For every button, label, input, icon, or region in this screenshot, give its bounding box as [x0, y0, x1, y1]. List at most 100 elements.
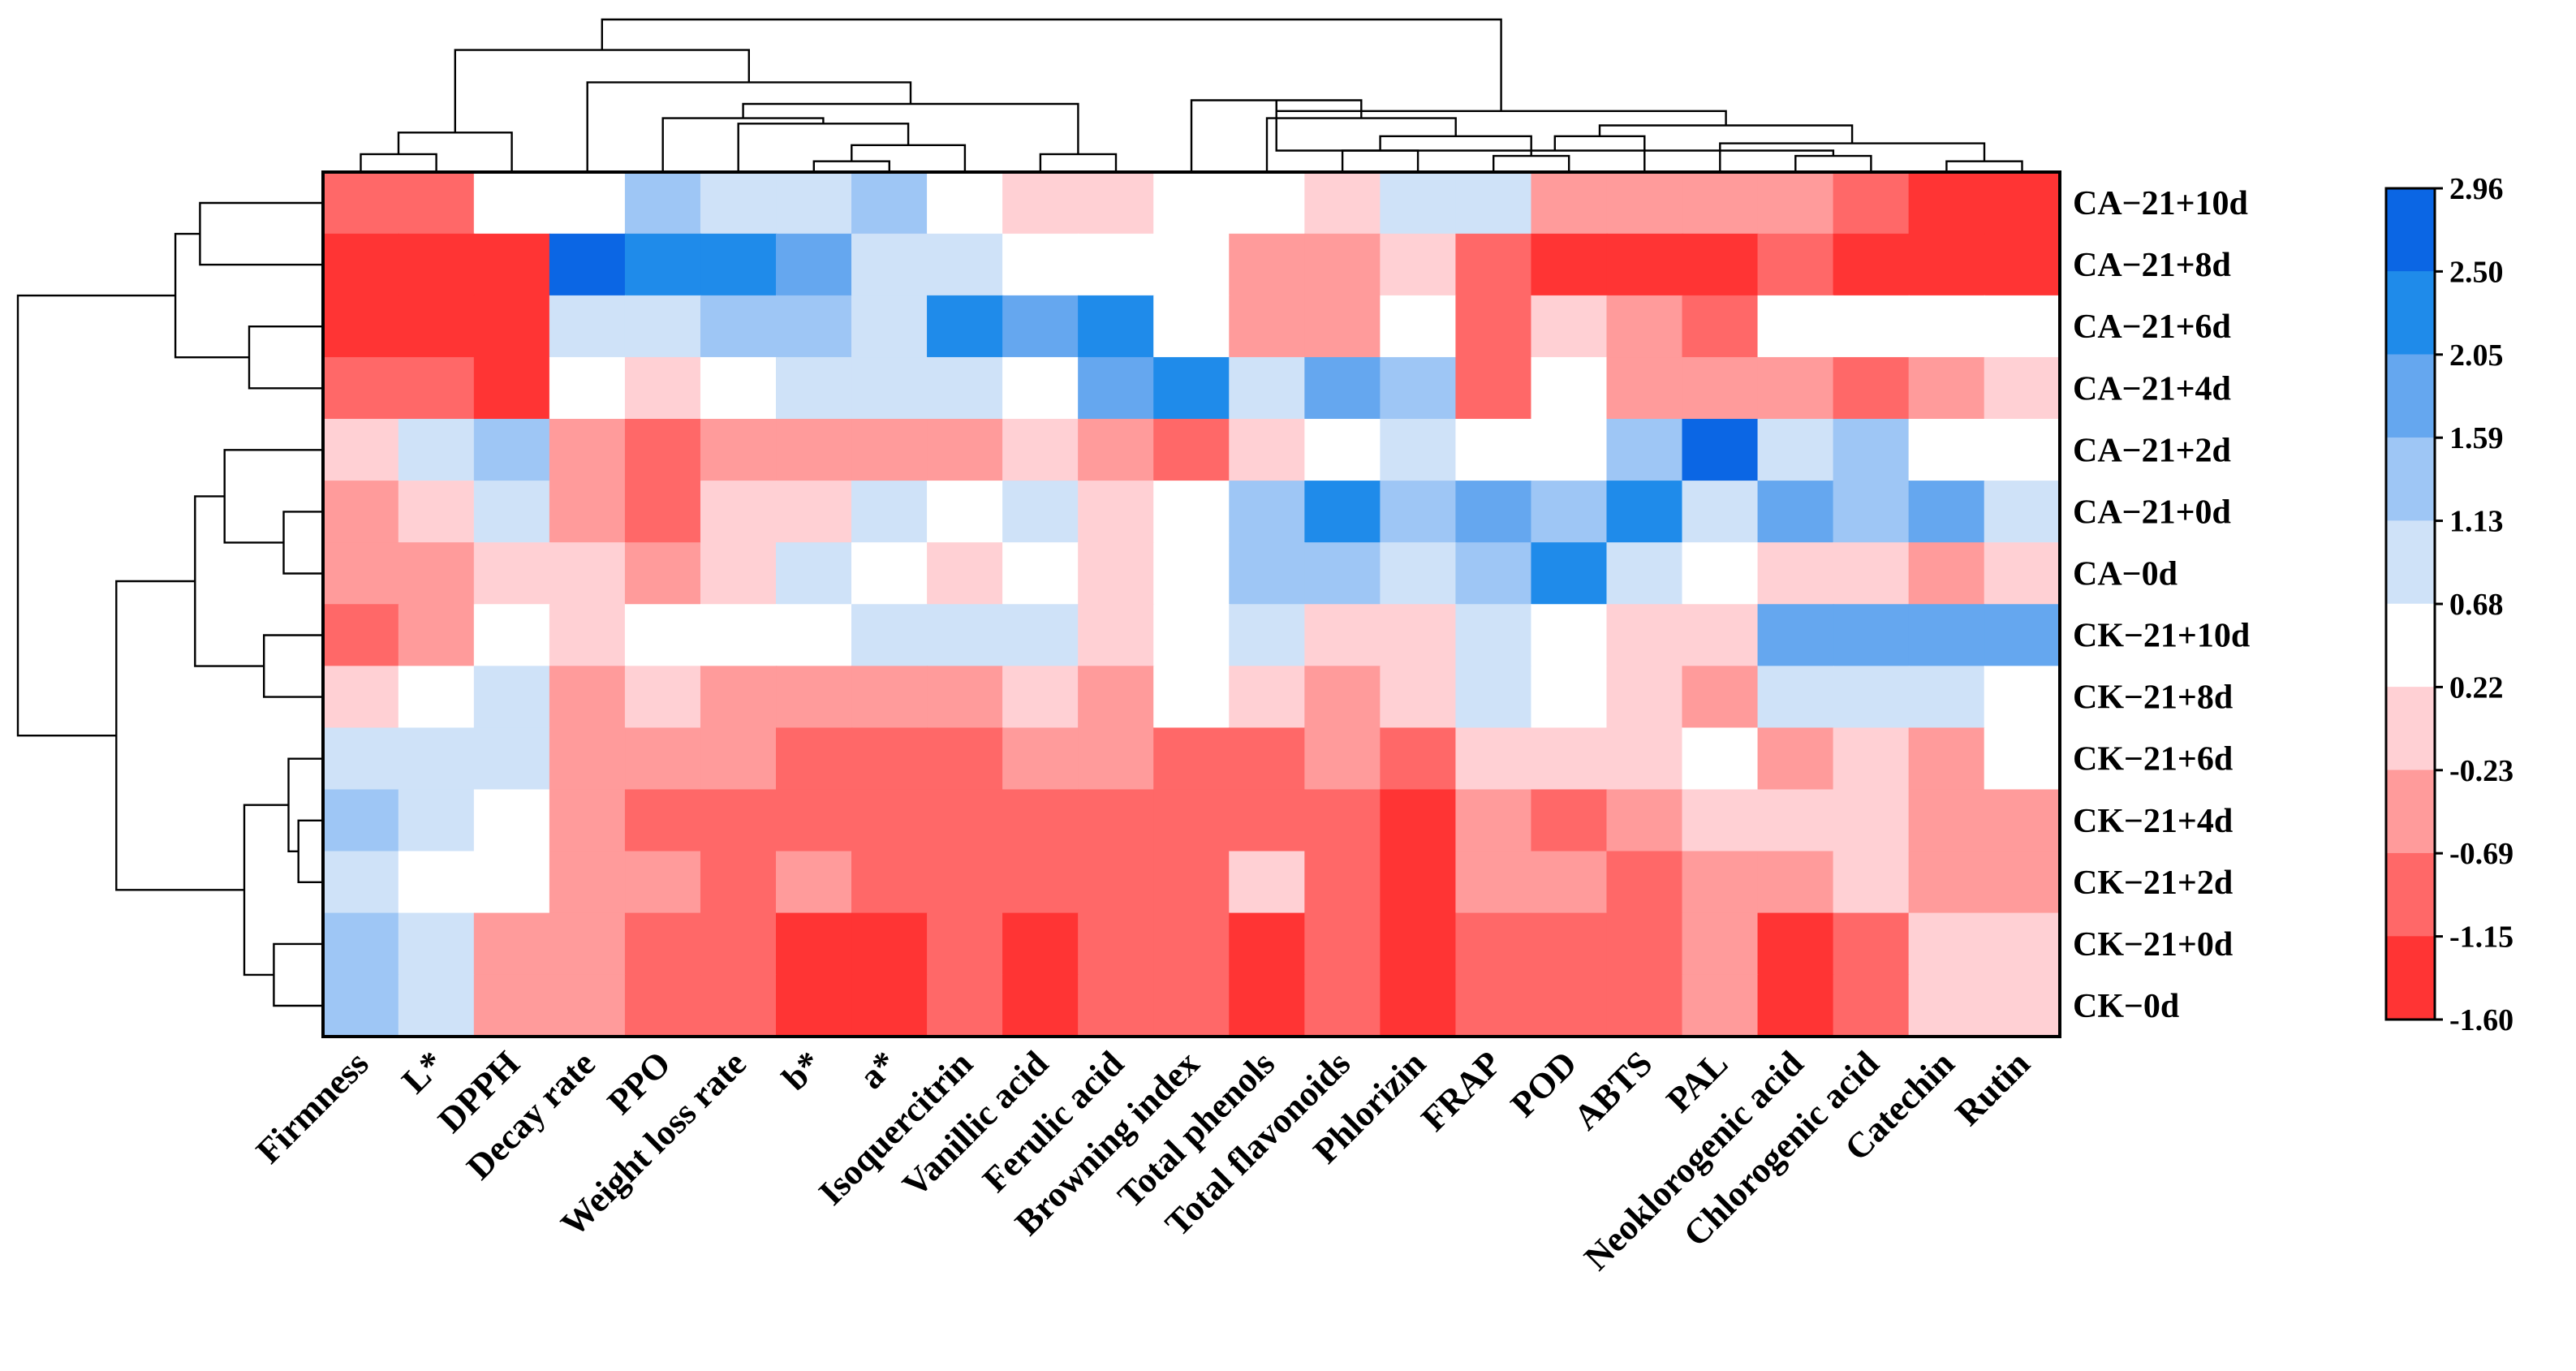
heatmap-cell — [1229, 666, 1306, 729]
colorbar-swatch — [2385, 852, 2436, 938]
heatmap-cell — [1833, 356, 1910, 420]
heatmap-cell — [624, 171, 702, 235]
heatmap-cell — [1908, 481, 1985, 544]
heatmap-cell — [1606, 233, 1683, 296]
heatmap-cell — [1908, 789, 1985, 852]
heatmap-cell — [1984, 356, 2061, 420]
column-dendrogram-link — [851, 144, 967, 172]
heatmap-cell — [1606, 542, 1683, 606]
colorbar-swatch — [2385, 687, 2436, 771]
heatmap-cell — [549, 666, 627, 729]
heatmap-cell — [776, 974, 853, 1037]
heatmap-cell — [1682, 789, 1759, 852]
heatmap-cell — [1304, 666, 1381, 729]
heatmap-cell — [549, 542, 627, 606]
heatmap-cell — [1455, 171, 1532, 235]
heatmap-cell — [1606, 727, 1683, 791]
row-dendrogram-link — [199, 201, 323, 266]
heatmap-cell — [776, 233, 853, 296]
heatmap-cell — [473, 481, 550, 544]
row-label: CK−0d — [2073, 988, 2179, 1025]
heatmap-cell — [1455, 419, 1532, 482]
heatmap-cell — [927, 666, 1004, 729]
heatmap-cell — [1908, 295, 1985, 359]
heatmap-cell — [851, 419, 928, 482]
heatmap-cell — [1984, 974, 2061, 1037]
row-dendrogram-link — [16, 294, 176, 737]
heatmap-cell — [1455, 912, 1532, 976]
heatmap-cell — [1078, 481, 1155, 544]
heatmap-cell — [549, 789, 627, 852]
heatmap-cell — [851, 233, 928, 296]
heatmap-cell — [624, 419, 702, 482]
heatmap-cell — [1078, 851, 1155, 914]
row-label: CK−21+4d — [2073, 803, 2233, 840]
heatmap-cell — [398, 666, 475, 729]
heatmap-cell — [1002, 604, 1079, 667]
heatmap-cell — [1380, 912, 1457, 976]
heatmap-cell — [1002, 912, 1079, 976]
heatmap-cell — [1455, 789, 1532, 852]
row-dendrogram-link — [273, 942, 323, 1007]
heatmap-cell — [1606, 295, 1683, 359]
heatmap-cell — [624, 974, 702, 1037]
heatmap-cell — [473, 974, 550, 1037]
heatmap-cell — [700, 419, 778, 482]
heatmap-cell — [1229, 974, 1306, 1037]
heatmap-cell — [1455, 727, 1532, 791]
heatmap-cell — [851, 171, 928, 235]
heatmap-cell — [549, 171, 627, 235]
heatmap-cell — [1229, 851, 1306, 914]
heatmap-cell — [1304, 171, 1381, 235]
column-dendrogram-link — [742, 102, 1079, 154]
heatmap-cell — [1757, 419, 1834, 482]
heatmap-cell — [1153, 171, 1230, 235]
heatmap-cell — [398, 789, 475, 852]
heatmap-cell — [398, 233, 475, 296]
heatmap-cell — [700, 789, 778, 852]
heatmap-cell — [1153, 974, 1230, 1037]
colorbar-tick-label: -0.69 — [2449, 837, 2514, 871]
heatmap-cell — [1455, 481, 1532, 544]
heatmap-cell — [1455, 604, 1532, 667]
heatmap-cell — [322, 171, 399, 235]
heatmap-cell — [1002, 542, 1079, 606]
heatmap-cell — [1002, 419, 1079, 482]
row-dendrogram — [16, 201, 323, 1007]
heatmap-cell — [1229, 727, 1306, 791]
heatmap-cell — [624, 356, 702, 420]
heatmap-cell — [1833, 419, 1910, 482]
heatmap-cell — [1984, 727, 2061, 791]
heatmap-cell — [1757, 295, 1834, 359]
heatmap-cell — [473, 419, 550, 482]
heatmap-cell — [1757, 851, 1834, 914]
heatmap-cell — [776, 419, 853, 482]
row-label: CK−21+6d — [2073, 741, 2233, 778]
heatmap-cell — [1984, 789, 2061, 852]
colorbar-swatch — [2385, 437, 2436, 522]
heatmap-cell — [1531, 233, 1608, 296]
heatmap-cell — [473, 542, 550, 606]
heatmap-cell — [1304, 974, 1381, 1037]
heatmap-cell — [322, 666, 399, 729]
row-label: CK−21+10d — [2073, 618, 2250, 655]
heatmap-cell — [851, 481, 928, 544]
heatmap-cell — [1606, 912, 1683, 976]
heatmap-cell — [927, 789, 1004, 852]
heatmap-cell — [1682, 912, 1759, 976]
heatmap-cell — [851, 604, 928, 667]
heatmap-cell — [1984, 481, 2061, 544]
heatmap-cell — [1380, 356, 1457, 420]
heatmap-cell — [1229, 233, 1306, 296]
heatmap-cell — [322, 481, 399, 544]
column-label: ABTS — [1566, 1043, 1660, 1137]
heatmap-cell — [851, 295, 928, 359]
heatmap-cell — [549, 912, 627, 976]
row-labels: CA−21+10d CA−21+8d CA−21+6d CA−21+4d CA−21+2… — [2073, 185, 2250, 1025]
heatmap-cell — [1304, 542, 1381, 606]
heatmap-cell — [1682, 419, 1759, 482]
heatmap-cell — [927, 727, 1004, 791]
heatmap-cell — [1380, 789, 1457, 852]
heatmap-cell — [322, 789, 399, 852]
